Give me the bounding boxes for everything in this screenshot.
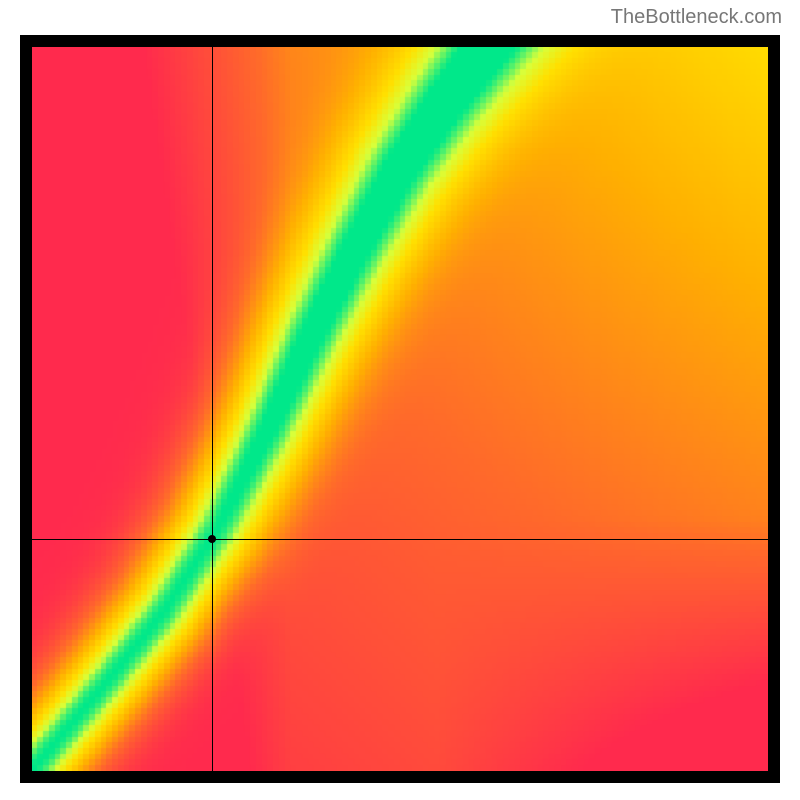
figure-container: TheBottleneck.com <box>0 0 800 800</box>
crosshair-marker <box>208 535 216 543</box>
watermark-text: TheBottleneck.com <box>611 6 782 29</box>
crosshair-horizontal <box>32 539 768 540</box>
heatmap-canvas <box>32 47 768 771</box>
heatmap-frame <box>20 35 780 783</box>
crosshair-vertical <box>212 47 213 771</box>
